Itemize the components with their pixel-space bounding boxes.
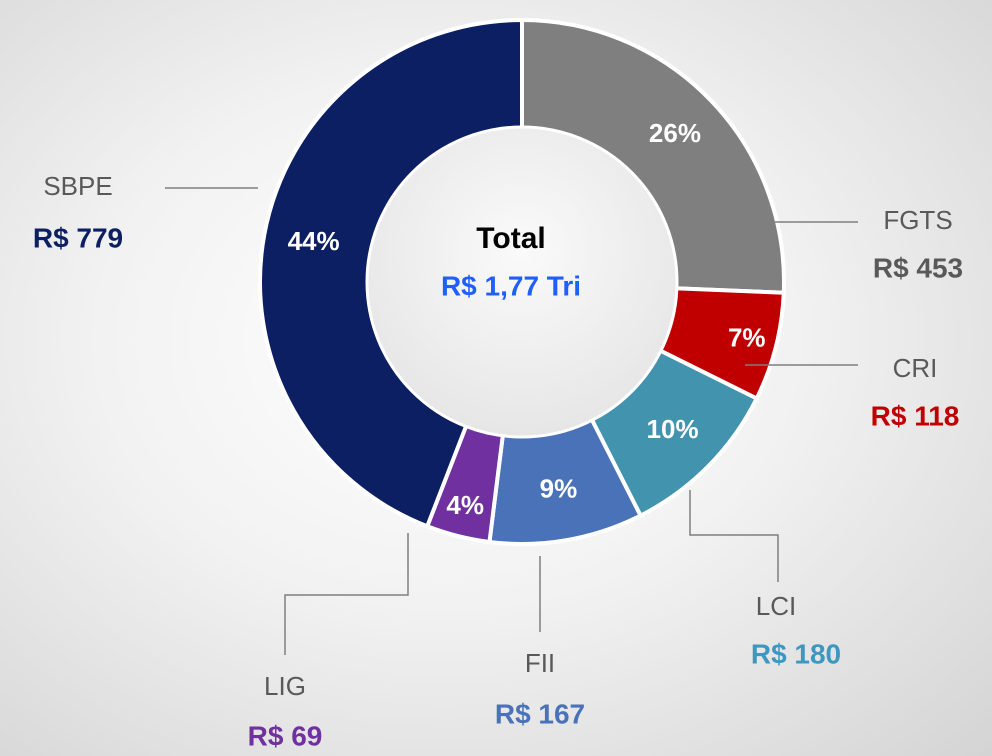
value-label: R$ 167 <box>495 698 585 729</box>
value-label: R$ 453 <box>873 252 963 283</box>
donut-hole <box>365 125 679 439</box>
category-label: SBPE <box>43 171 112 201</box>
category-label: FGTS <box>883 205 952 235</box>
category-label: LIG <box>264 671 306 701</box>
percentage-label: 7% <box>728 322 766 352</box>
leader-line <box>689 490 779 582</box>
percentage-label: 4% <box>446 490 484 520</box>
percentage-label: 26% <box>649 118 701 148</box>
center-title: Total <box>476 222 545 255</box>
leader-line <box>284 533 409 655</box>
value-label: R$ 180 <box>751 638 841 669</box>
percentage-label: 9% <box>540 474 578 504</box>
value-label: R$ 69 <box>248 720 323 751</box>
percentage-label: 44% <box>288 226 340 256</box>
category-label: FII <box>525 648 555 678</box>
percentage-label: 10% <box>647 414 699 444</box>
center-label: R$ 1,77 Tri <box>441 270 581 301</box>
category-label: LCI <box>756 591 796 621</box>
category-label: CRI <box>893 353 938 383</box>
value-label: R$ 118 <box>871 400 960 431</box>
value-label: R$ 779 <box>33 222 123 253</box>
